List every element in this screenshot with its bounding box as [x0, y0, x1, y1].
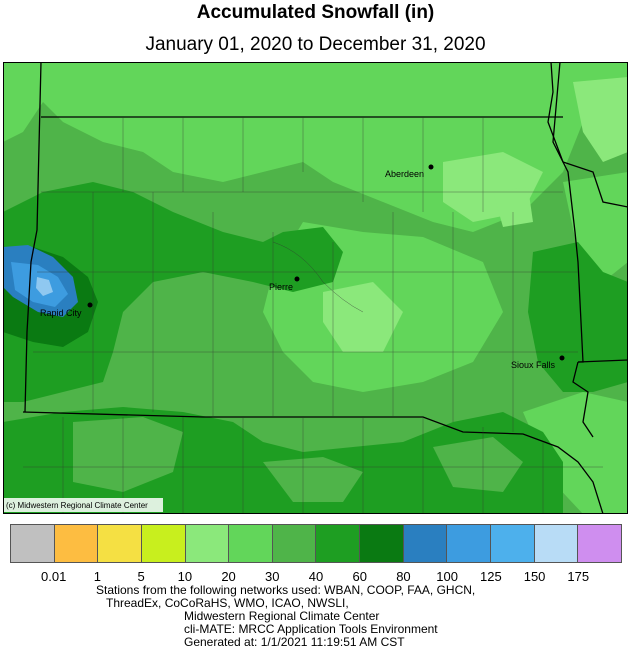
map-credit: (c) Midwestern Regional Climate Center [6, 501, 148, 510]
legend-tick-label: 10 [177, 569, 193, 584]
legend-swatch-13 [578, 525, 621, 562]
footer-line-mrcc: Midwestern Regional Climate Center [184, 609, 380, 623]
snowfall-zone-20-northeast [573, 77, 628, 162]
credit-box [3, 498, 163, 512]
state-borders [22, 62, 628, 514]
legend-swatch-0 [11, 525, 55, 562]
snowfall-zone-30-southeast [523, 392, 628, 514]
city-label-pierre: Pierre [269, 282, 293, 292]
snowfall-map: Aberdeen Pierre Rapid City Sioux Falls (… [3, 62, 628, 514]
legend-swatch-8 [360, 525, 404, 562]
snowfall-zone-40-south [73, 417, 183, 492]
county-lines [23, 117, 603, 514]
legend-tick-label: 30 [265, 569, 280, 584]
legend-tick-label: 175 [567, 569, 590, 584]
legend-swatch-12 [534, 525, 579, 562]
legend-tick-label: 5 [137, 569, 145, 584]
legend-tick-label: 60 [352, 569, 367, 584]
city-rapid-city: Rapid City [40, 302, 93, 318]
legend-swatch-2 [98, 525, 142, 562]
legend-swatch-3 [141, 525, 186, 562]
map-title: Accumulated Snowfall (in) [196, 2, 435, 23]
footer-line-climate: cli-MATE: MRCC Application Tools Environ… [184, 622, 438, 636]
snowfall-zone-60-west [3, 182, 343, 402]
snowfall-zone-40-southeast [433, 437, 523, 492]
map-frame [3, 62, 628, 514]
city-label-rapid-city: Rapid City [40, 308, 82, 318]
snowfall-zone-40-southcentral [263, 457, 363, 502]
snowfall-zone-30-northwest [3, 62, 43, 142]
legend-swatch-4 [185, 525, 230, 562]
legend-tick-label: 125 [479, 569, 502, 584]
city-pierre: Pierre [269, 276, 300, 292]
legend-tick-label: 40 [308, 569, 324, 584]
legend-tick-label: 150 [523, 569, 546, 584]
legend-swatch-7 [316, 525, 361, 562]
city-label-aberdeen: Aberdeen [385, 169, 424, 179]
legend-tick-label: 80 [396, 569, 411, 584]
legend-swatch-9 [403, 525, 448, 562]
footer-line-networks: Stations from the following networks use… [96, 583, 476, 597]
snowfall-zone-30-east [563, 172, 628, 282]
legend-tick-label: 100 [436, 569, 458, 584]
legend-tick-label: 0.01 [41, 569, 67, 584]
snowfall-zone-20-east [493, 187, 533, 227]
legend-swatch-6 [272, 525, 317, 562]
legend-swatch-5 [229, 525, 273, 562]
legend-tick-label: 1 [93, 569, 102, 584]
city-label-sioux-falls: Sioux Falls [511, 360, 556, 370]
legend-swatch-10 [447, 525, 492, 562]
snowfall-zone-150-black-hills [36, 277, 53, 296]
legend-swatch-11 [491, 525, 535, 562]
legend-swatch-1 [54, 525, 99, 562]
legend-tick-label: 20 [221, 569, 236, 584]
city-aberdeen: Aberdeen [385, 164, 434, 179]
date-range-subtitle: January 01, 2020 to December 31, 2020 [145, 34, 486, 55]
footer-notes: Stations from the following networks use… [96, 584, 475, 649]
color-legend [10, 524, 622, 563]
footer-line-networks-cont: ThreadEx, CoCoRaHS, WMO, ICAO, NWSLI, [106, 596, 349, 610]
footer-line-generated: Generated at: 1/1/2021 11:19:51 AM CST [184, 635, 405, 649]
city-sioux-falls: Sioux Falls [511, 355, 565, 370]
snowfall-zone-60-east [528, 242, 628, 392]
